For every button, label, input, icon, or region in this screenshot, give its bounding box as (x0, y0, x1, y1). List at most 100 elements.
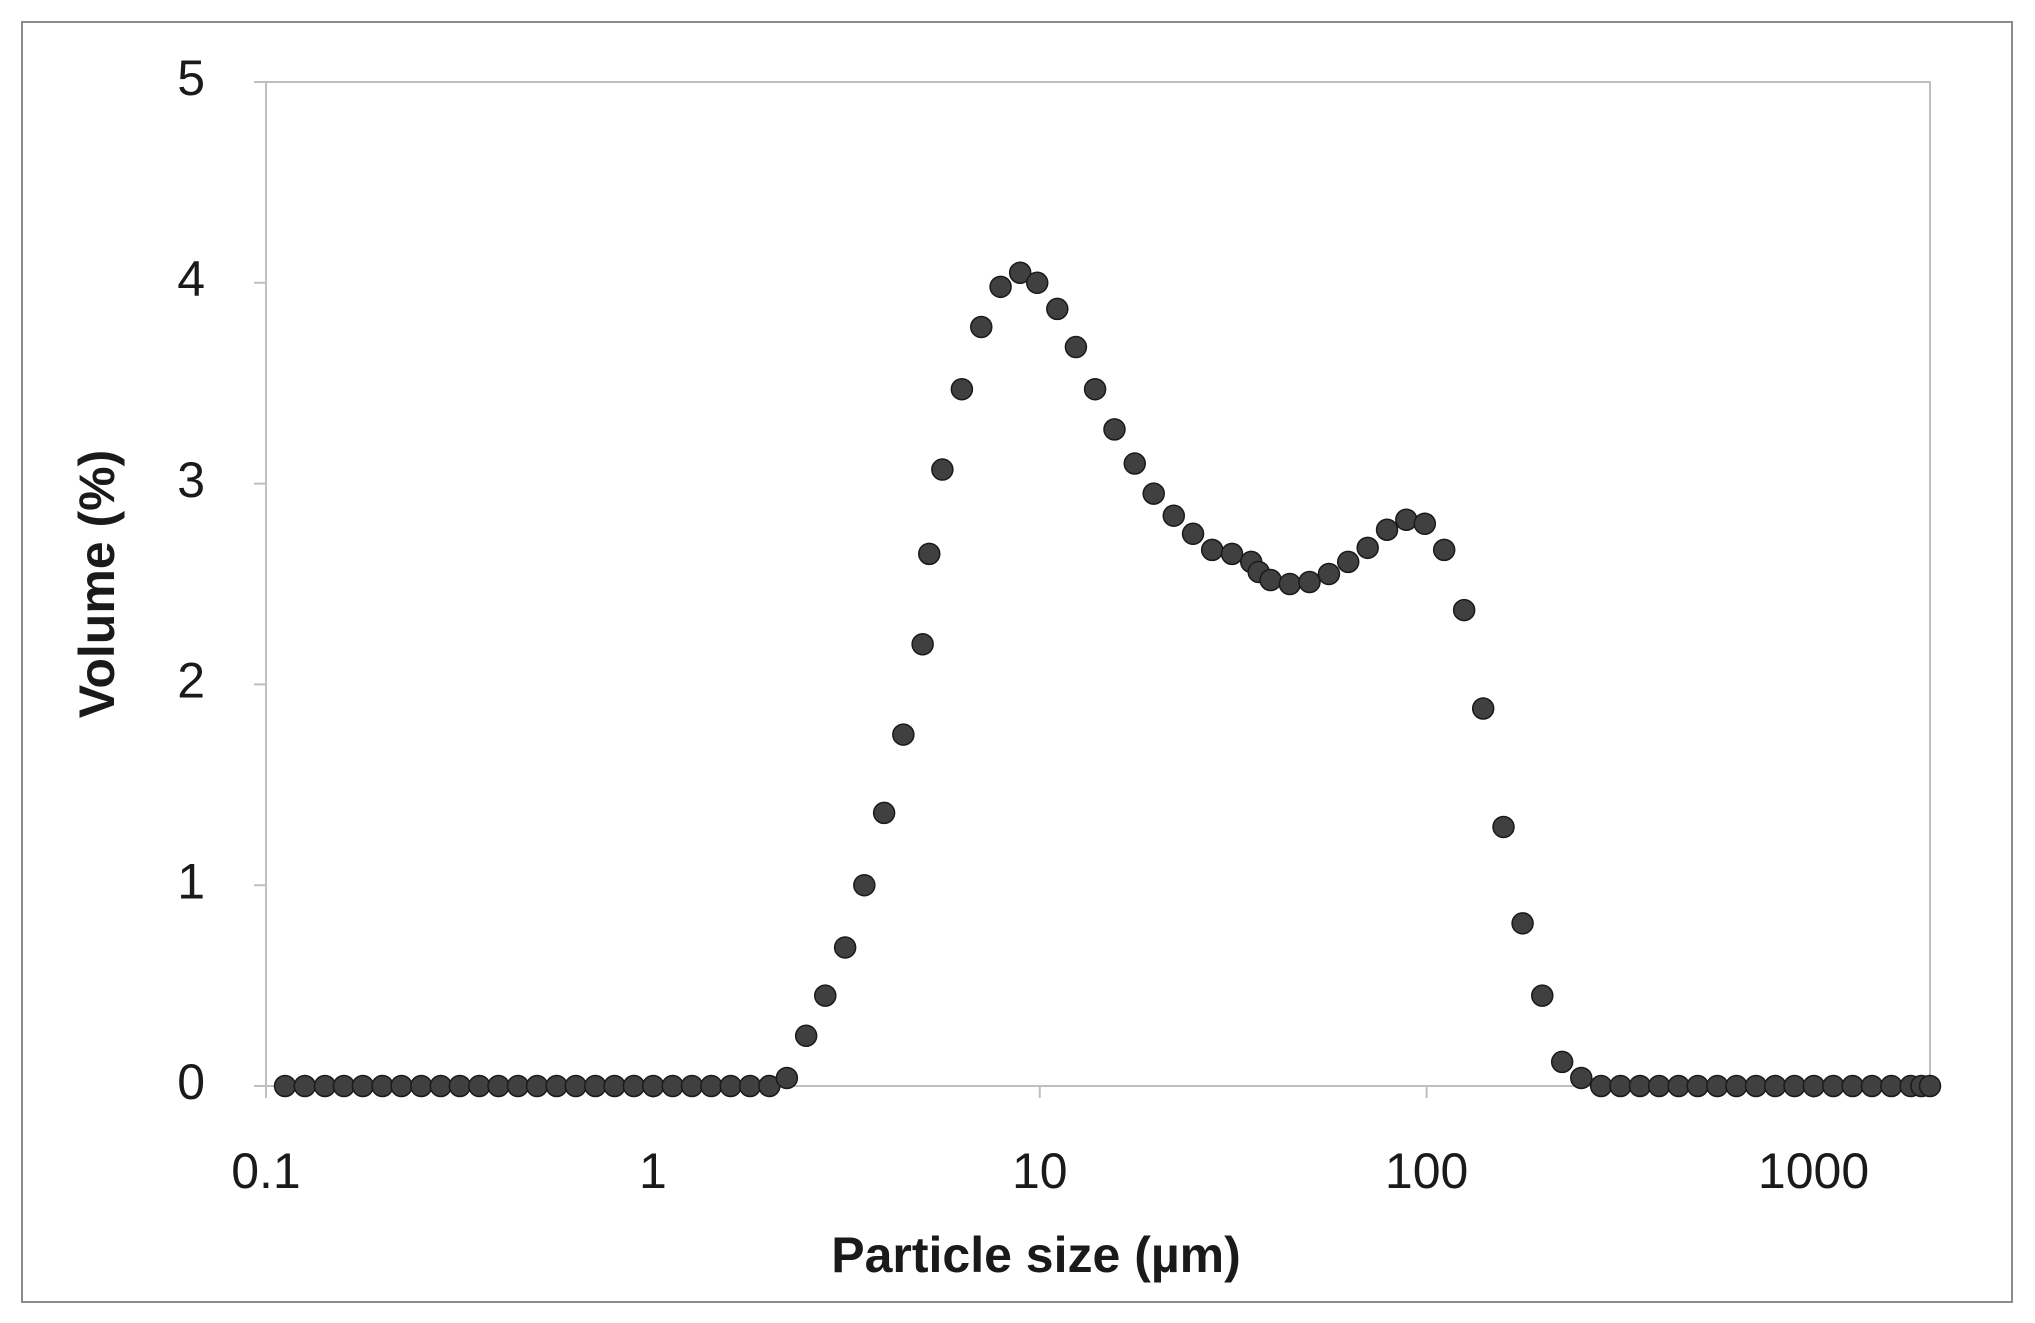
data-point (1200, 538, 1224, 562)
data-point (1298, 570, 1321, 594)
data-point (371, 1074, 394, 1098)
data-point (429, 1074, 453, 1098)
data-point (1375, 518, 1399, 542)
data-point (1841, 1074, 1864, 1098)
data-point (1317, 562, 1341, 586)
data-point (1763, 1074, 1787, 1098)
data-point (1220, 542, 1244, 566)
data-point (1356, 536, 1379, 560)
data-point (584, 1074, 607, 1098)
data-point (1802, 1074, 1826, 1098)
data-point (719, 1074, 742, 1098)
data-point (814, 984, 837, 1007)
y-tick-label: 4 (177, 251, 205, 307)
data-point (1667, 1074, 1690, 1098)
x-tick-label: 100 (1385, 1143, 1468, 1199)
data-point (487, 1074, 510, 1098)
data-point (1880, 1074, 1903, 1098)
data-point (1609, 1074, 1632, 1098)
data-point (1162, 504, 1186, 527)
data-point (872, 801, 896, 825)
data-point (448, 1074, 472, 1098)
data-point (700, 1074, 723, 1098)
data-point (1511, 912, 1534, 935)
y-tick-label: 2 (177, 653, 205, 709)
data-point (1686, 1074, 1709, 1098)
data-point (506, 1074, 530, 1098)
y-tick-label: 1 (177, 853, 205, 909)
data-point (293, 1074, 317, 1098)
data-point (1706, 1074, 1729, 1098)
data-point (1413, 512, 1437, 536)
data-point (525, 1074, 549, 1098)
data-point (1008, 261, 1032, 285)
data-point (313, 1074, 337, 1098)
plot-area (265, 81, 1931, 1087)
x-tick-label: 10 (1012, 1143, 1068, 1199)
data-point (1103, 418, 1126, 441)
data-point (1744, 1074, 1768, 1098)
data-point (680, 1074, 704, 1098)
y-tick-label: 3 (177, 452, 205, 508)
data-point (794, 1024, 818, 1048)
data-point (917, 542, 941, 566)
data-point (622, 1074, 646, 1098)
data-point (1860, 1074, 1884, 1098)
data-point (775, 1066, 799, 1090)
x-tick-label: 0.1 (231, 1143, 301, 1199)
data-point (1589, 1074, 1613, 1098)
data-point (1142, 482, 1165, 505)
data-point (1025, 271, 1049, 295)
data-point (1123, 452, 1147, 475)
data-point (1628, 1074, 1652, 1098)
data-point (390, 1074, 413, 1098)
data-point (1471, 697, 1495, 720)
data-point (1259, 568, 1282, 592)
data-point (1181, 522, 1205, 546)
data-point (931, 458, 954, 481)
data-point (661, 1074, 684, 1098)
y-tick-label: 0 (177, 1054, 205, 1110)
data-point (1783, 1074, 1806, 1098)
data-point (1822, 1074, 1845, 1098)
x-axis-title: Particle size (µm) (831, 1227, 1241, 1283)
data-point (351, 1074, 375, 1098)
data-point (1432, 538, 1456, 562)
data-point (1725, 1074, 1748, 1098)
data-point (1918, 1074, 1942, 1098)
data-point (468, 1074, 491, 1098)
x-tick-label: 1 (639, 1143, 667, 1199)
data-point (1046, 297, 1069, 321)
data-point (545, 1074, 568, 1098)
data-point (1083, 377, 1107, 401)
data-point (1064, 335, 1088, 359)
data-point (1550, 1050, 1574, 1074)
data-point (410, 1074, 433, 1098)
data-point (1395, 508, 1418, 531)
data-point (1492, 815, 1515, 839)
data-point (989, 275, 1012, 299)
y-axis-title: Volume (%) (69, 450, 125, 719)
x-tick-label: 1000 (1758, 1143, 1869, 1199)
data-point (911, 632, 934, 656)
data-point (892, 723, 915, 746)
data-point (853, 873, 876, 897)
data-point (1452, 598, 1476, 622)
data-point (564, 1074, 588, 1098)
y-tick-label: 5 (177, 50, 205, 106)
data-point (738, 1074, 762, 1098)
data-point (1278, 572, 1302, 596)
data-point (1336, 550, 1360, 574)
data-point (833, 936, 857, 959)
data-point (641, 1074, 665, 1098)
chart-frame (21, 21, 2013, 1303)
data-point (603, 1074, 626, 1098)
data-point (1647, 1074, 1671, 1098)
data-point (970, 315, 993, 339)
data-point (1570, 1066, 1593, 1090)
data-point (273, 1074, 297, 1098)
data-point (1531, 984, 1554, 1007)
data-point (950, 377, 974, 401)
data-point (332, 1074, 356, 1098)
